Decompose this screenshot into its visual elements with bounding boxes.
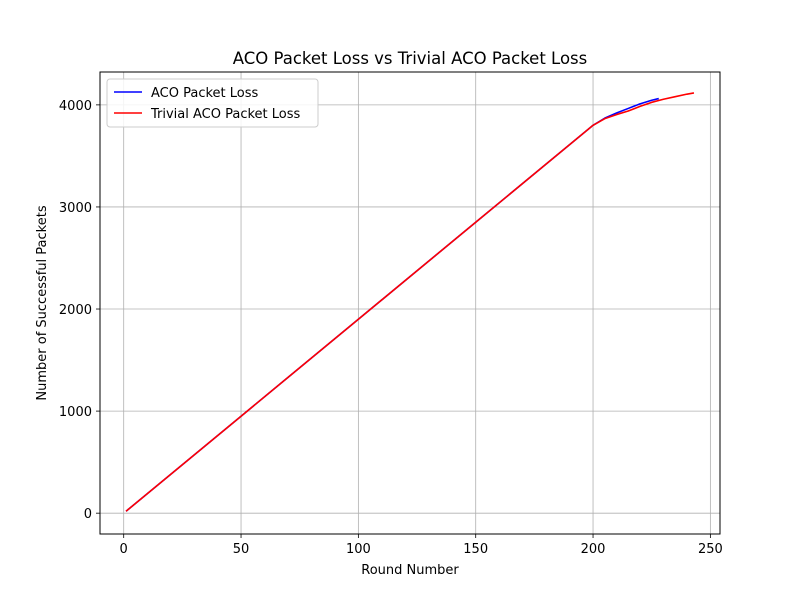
y-tick-label: 0 <box>84 507 92 522</box>
x-tick-label: 150 <box>463 542 488 557</box>
legend: ACO Packet Loss Trivial ACO Packet Loss <box>106 78 319 128</box>
chart-title: ACO Packet Loss vs Trivial ACO Packet Lo… <box>233 49 588 68</box>
x-axis-label: Round Number <box>361 563 459 578</box>
ticks: 0 50 100 150 200 250 0 1000 2000 3000 4000 <box>59 99 723 557</box>
y-tick-label: 4000 <box>59 99 92 114</box>
x-tick-label: 250 <box>698 542 723 557</box>
x-tick-label: 50 <box>233 542 250 557</box>
x-tick-label: 0 <box>120 542 128 557</box>
y-tick-label: 2000 <box>59 303 92 318</box>
legend-box <box>106 78 319 128</box>
plot-frame <box>99 71 721 535</box>
y-axis-label: Number of Successful Packets <box>35 205 50 400</box>
x-tick-label: 100 <box>346 542 371 557</box>
x-tick-label: 200 <box>581 542 606 557</box>
series-layer <box>125 92 695 512</box>
legend-label-1: ACO Packet Loss <box>151 86 259 101</box>
legend-label-2: Trivial ACO Packet Loss <box>150 107 301 122</box>
series-line-1 <box>125 97 659 512</box>
grid <box>100 72 720 534</box>
series-line-2 <box>125 92 695 512</box>
y-tick-label: 1000 <box>59 405 92 420</box>
y-tick-label: 3000 <box>59 201 92 216</box>
